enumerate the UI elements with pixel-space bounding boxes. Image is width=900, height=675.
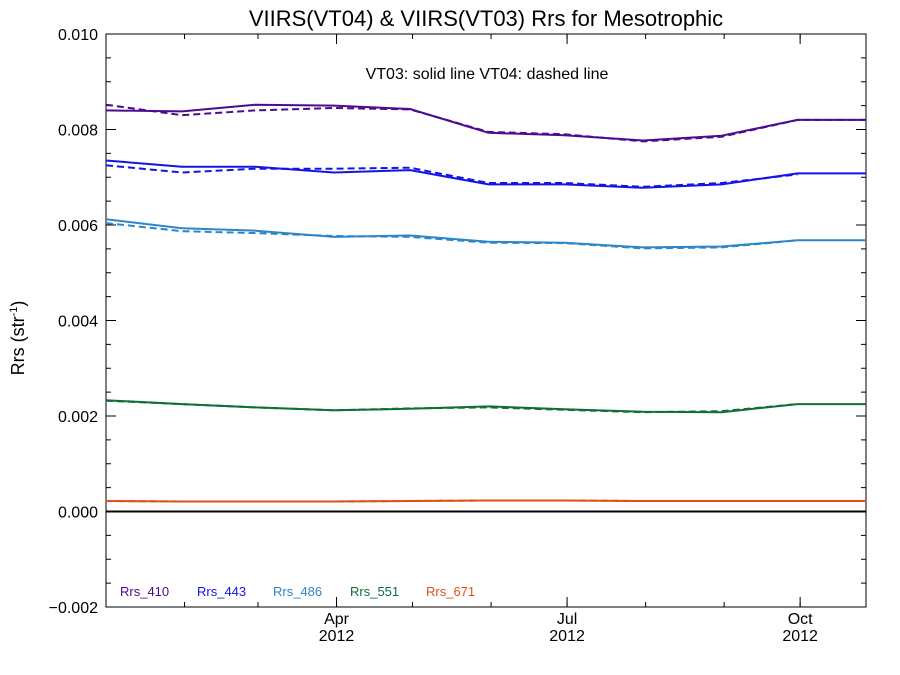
series-line-vt03-rrs-410 [105, 103, 866, 142]
y-tick-label: 0.004 [58, 314, 98, 331]
series-line-vt04-rrs-486 [105, 222, 798, 250]
series-line-vt04-rrs-671 [105, 499, 866, 503]
series-line-vt04-rrs-443 [105, 164, 798, 188]
x-tick-year-label: 2012 [782, 628, 818, 645]
y-tick-label: 0.000 [58, 505, 98, 522]
y-tick-label: 0.002 [58, 409, 98, 426]
line-style-note: VT03: solid line VT04: dashed line [366, 66, 609, 83]
series-line-vt04-rrs-551 [105, 399, 798, 414]
legend-entry-rrs-671: Rrs_671 [426, 584, 475, 599]
x-tick-month-label: Oct [788, 611, 813, 628]
legend-entry-rrs-410: Rrs_410 [120, 584, 169, 599]
plot-frame [105, 33, 867, 608]
series-line-vt04-rrs-410 [105, 103, 866, 143]
y-tick-label: 0.010 [58, 27, 98, 44]
legend-entry-rrs-551: Rrs_551 [350, 584, 399, 599]
y-tick-label: −0.002 [49, 600, 98, 617]
legend-entry-rrs-443: Rrs_443 [197, 584, 246, 599]
x-tick-year-label: 2012 [549, 628, 585, 645]
y-axis-label-text: Rrs (str [8, 316, 28, 375]
y-tick-label: 0.008 [58, 123, 98, 140]
chart-title: VIIRS(VT04) & VIIRS(VT03) Rrs for Mesotr… [249, 6, 723, 31]
x-tick-month-label: Jul [557, 611, 577, 628]
y-axis-label: Rrs (str-1) [8, 301, 28, 376]
y-axis-label-close: ) [8, 301, 28, 307]
x-tick-year-label: 2012 [319, 628, 355, 645]
y-tick-label: 0.006 [58, 218, 98, 235]
legend-entry-rrs-486: Rrs_486 [273, 584, 322, 599]
x-tick-month-label: Apr [324, 611, 350, 628]
series-line-vt03-rrs-443 [105, 159, 866, 189]
plot-area: −0.0020.0000.0020.0040.0060.0080.010Apr2… [49, 27, 867, 645]
y-axis-label-sup: -1 [8, 307, 20, 317]
